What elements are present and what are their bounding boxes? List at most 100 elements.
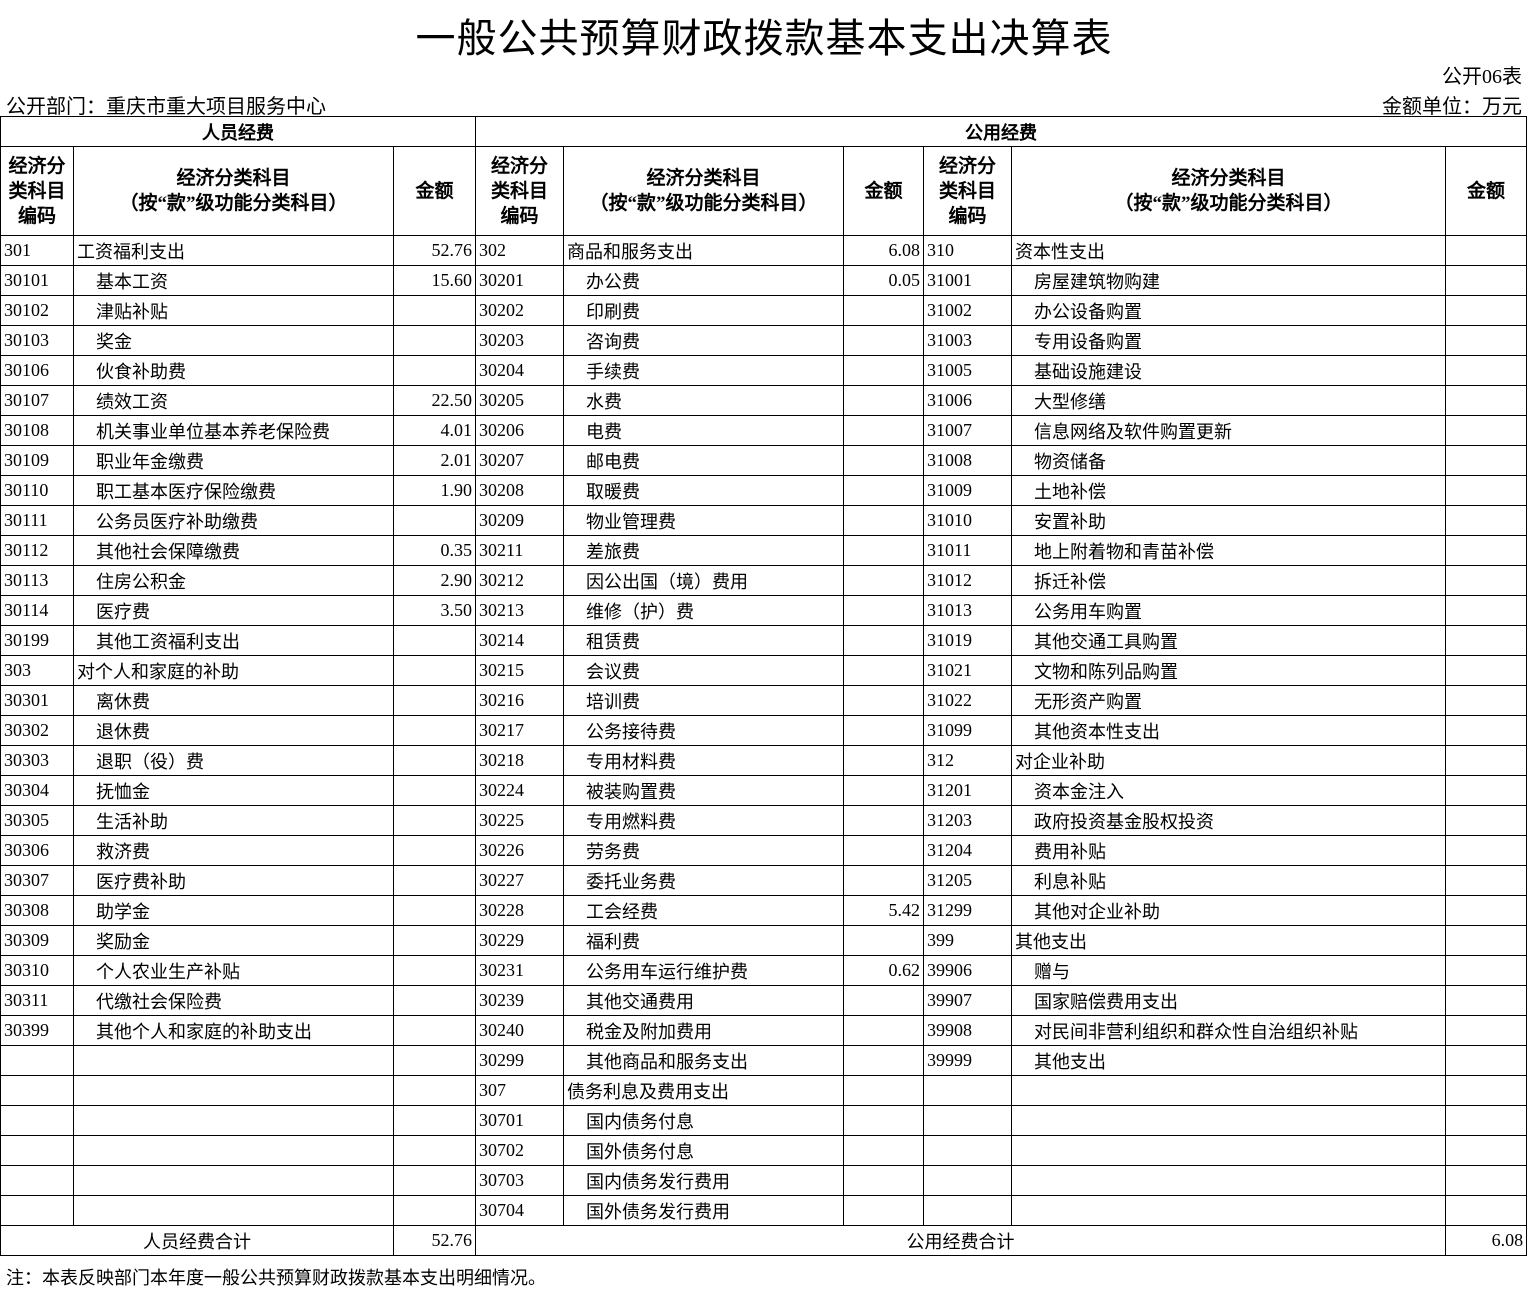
personnel-amount-cell: 22.50 [392,385,477,416]
personnel-item-cell: 其他工资福利支出 [73,625,394,656]
public-item-cell: 专用燃料费 [563,805,845,836]
public-item-cell: 取暖费 [563,475,845,506]
public-amount-cell [843,505,925,536]
public-amount-cell [843,835,925,866]
capital-code-cell [923,1195,1013,1226]
personnel-code-cell: 30113 [0,565,74,596]
amount-unit: 金额单位：万元 [1382,96,1522,118]
personnel-item-cell: 工资福利支出 [73,235,394,266]
capital-code-cell: 31010 [923,505,1013,536]
capital-amount-cell [1445,475,1528,506]
public-amount-cell [843,715,925,746]
capital-amount-cell [1445,265,1528,296]
capital-item-cell [1011,1075,1447,1106]
personnel-item-cell: 职业年金缴费 [73,445,394,476]
capital-item-cell: 安置补助 [1011,505,1447,536]
capital-item-cell: 其他交通工具购置 [1011,625,1447,656]
capital-item-cell [1011,1195,1447,1226]
table-row: 301 工资福利支出 52.76 302 商品和服务支出 6.08 310 资本性支出 [0,235,1528,266]
personnel-item-cell: 救济费 [73,835,394,866]
expenditure-table: 人员经费 公用经费 经济分 类科目 编码 经济分类科目 （按“款”级功能分类科目） 金额经… [0,116,1528,1256]
public-amount-cell [843,805,925,836]
public-amount-cell [843,445,925,476]
public-amount-cell [843,415,925,446]
public-item-cell: 物业管理费 [563,505,845,536]
public-item-cell: 公务用车运行维护费 [563,955,845,986]
personnel-amount-cell [392,1105,477,1136]
capital-code-cell: 31019 [923,625,1013,656]
capital-code-cell: 312 [923,745,1013,776]
capital-item-cell: 其他对企业补助 [1011,895,1447,926]
capital-amount-cell [1445,355,1528,386]
public-item-cell: 邮电费 [563,445,845,476]
capital-code-cell: 31021 [923,655,1013,686]
public-amount-cell [843,985,925,1016]
personnel-item-cell: 伙食补助费 [73,355,394,386]
personnel-item-cell: 退职（役）费 [73,745,394,776]
personnel-amount-cell [392,325,477,356]
capital-item-cell: 办公设备购置 [1011,295,1447,326]
table-row: 30107 绩效工资 22.50 30205 水费 31006 大型修缮 [0,385,1528,416]
table-row: 30103 奖金 30203 咨询费 31003 专用设备购置 [0,325,1528,356]
personnel-item-cell: 其他个人和家庭的补助支出 [73,1015,394,1046]
capital-code-cell: 31012 [923,565,1013,596]
capital-code-cell: 31013 [923,595,1013,626]
capital-amount-cell [1445,835,1528,866]
personnel-code-cell: 30199 [0,625,74,656]
personnel-amount-cell [392,355,477,386]
capital-amount-cell [1445,295,1528,326]
personnel-code-cell: 303 [0,655,74,686]
table-row: 30113 住房公积金 2.90 30212 因公出国（境）费用 31012 拆迁补偿 [0,565,1528,596]
personnel-item-cell: 医疗费 [73,595,394,626]
public-amount-cell: 0.62 [843,955,925,986]
public-item-cell: 工会经费 [563,895,845,926]
capital-code-cell: 39907 [923,985,1013,1016]
personnel-item-cell [73,1165,394,1196]
table-row: 30302 退休费 30217 公务接待费 31099 其他资本性支出 [0,715,1528,746]
public-code-cell: 30217 [475,715,565,746]
public-amount-cell [843,355,925,386]
capital-code-cell: 31099 [923,715,1013,746]
personnel-amount-cell [392,505,477,536]
capital-item-cell: 其他资本性支出 [1011,715,1447,746]
personnel-code-cell [0,1105,74,1136]
public-item-cell: 其他交通费用 [563,985,845,1016]
public-code-cell: 30206 [475,415,565,446]
capital-amount-cell [1445,445,1528,476]
capital-item-cell: 对民间非营利组织和群众性自治组织补贴 [1011,1015,1447,1046]
code-column-header: 经济分 类科目 编码 [0,146,74,236]
public-amount-cell [843,925,925,956]
capital-code-cell: 310 [923,235,1013,266]
table-row: 30299 其他商品和服务支出 39999 其他支出 [0,1045,1528,1076]
public-amount-cell [843,685,925,716]
capital-code-cell: 31002 [923,295,1013,326]
capital-amount-cell [1445,685,1528,716]
personnel-code-cell: 30304 [0,775,74,806]
personnel-item-cell: 对个人和家庭的补助 [73,655,394,686]
capital-item-cell: 费用补贴 [1011,835,1447,866]
personnel-amount-cell [392,295,477,326]
personnel-code-cell: 30399 [0,1015,74,1046]
capital-item-cell: 对企业补助 [1011,745,1447,776]
personnel-code-cell: 30310 [0,955,74,986]
public-amount-cell [843,1105,925,1136]
department: 公开部门：重庆市重大项目服务中心 [6,96,326,118]
capital-code-cell: 31006 [923,385,1013,416]
personnel-amount-cell: 3.50 [392,595,477,626]
personnel-code-cell: 30302 [0,715,74,746]
capital-item-cell: 国家赔偿费用支出 [1011,985,1447,1016]
personnel-item-cell [73,1045,394,1076]
personnel-code-cell: 30308 [0,895,74,926]
capital-code-cell: 31005 [923,355,1013,386]
capital-amount-cell [1445,955,1528,986]
public-amount-cell [843,295,925,326]
table-row: 30112 其他社会保障缴费 0.35 30211 差旅费 31011 地上附着物和青苗补偿 [0,535,1528,566]
public-code-cell: 302 [475,235,565,266]
public-amount-cell [843,1195,925,1226]
table-row: 30303 退职（役）费 30218 专用材料费 312 对企业补助 [0,745,1528,776]
capital-code-cell: 31299 [923,895,1013,926]
personnel-amount-cell [392,955,477,986]
public-item-cell: 会议费 [563,655,845,686]
capital-code-cell: 39908 [923,1015,1013,1046]
public-amount-cell [843,565,925,596]
